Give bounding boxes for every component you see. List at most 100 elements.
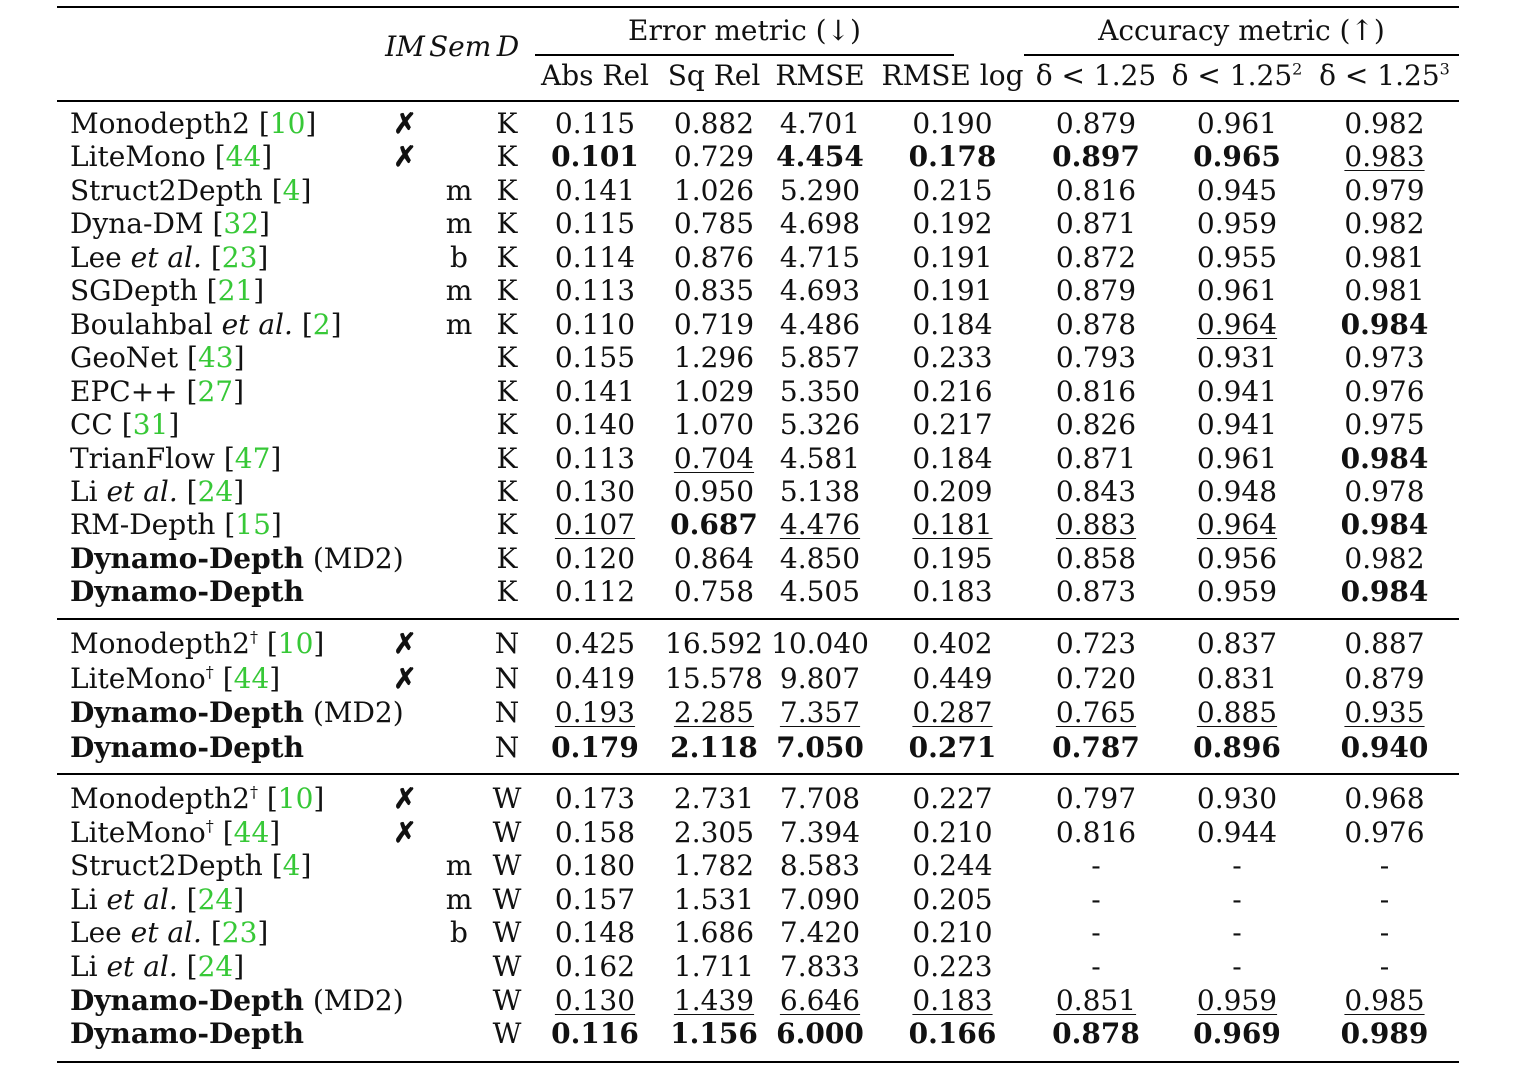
metric-value: 1.296 [673,341,755,375]
metric-cell: - [1312,849,1457,882]
table-row: Dynamo-Depth (MD2) W 0.130 1.439 6.646 0.183 0… [57,984,1459,1017]
citation-link[interactable]: 10 [277,782,314,815]
metric-value: 0.876 [673,240,755,274]
metric-cell: - [1026,849,1166,882]
dataset-cell: W [492,849,522,883]
metric-value: 0.816 [1055,815,1137,849]
metric-cell: 0.158 [540,816,650,849]
metric-value: 0.851 [1055,983,1137,1017]
section1-rule [57,618,1459,620]
im-cell: ✗ [393,627,417,660]
metric-value: 0.155 [554,341,636,375]
col-rmse: RMSE [775,59,865,92]
im-cell [375,984,435,1017]
metric-cell: 0.941 [1167,375,1307,408]
metric-value: 0.115 [554,107,636,140]
metric-value: 0.887 [1344,627,1425,660]
metric-value: 0.209 [912,474,993,508]
method-cell: Monodepth2 [10] [70,107,317,140]
dataset-cell: K [496,408,518,442]
metric-value: 0.158 [554,815,636,849]
dataset-cell: K [496,341,518,375]
metric-cell: 6.646 [770,984,870,1017]
method-name: EPC++ [70,374,178,408]
citation-link[interactable]: 31 [132,408,169,442]
metric-cell: 0.192 [880,207,1025,240]
citation-link[interactable]: 32 [223,207,260,241]
sem-cell: m [445,307,473,341]
metric-cell: 0.148 [540,916,650,949]
metric-cell: 0.116 [540,1017,650,1050]
metric-value: 0.719 [673,307,755,341]
metric-cell: 0.885 [1167,696,1307,729]
sem-cell: m [445,207,473,241]
method-cell: LiteMono [44] [70,140,273,174]
sem-cell: m [445,173,473,207]
citation-link[interactable]: 27 [197,374,234,408]
dataset-cell: K [496,274,518,308]
method-cell: Dynamo-Depth (MD2) [70,696,404,729]
sem-cell [429,816,489,849]
metric-value: - [1379,916,1390,950]
im-cell [375,475,435,508]
table-row: RM-Depth [15] K 0.107 0.687 4.476 0.181 0.883 0… [57,508,1459,541]
table-row: Dynamo-Depth (MD2) K 0.120 0.864 4.850 0.195 0… [57,542,1459,575]
metric-value: 0.107 [554,508,636,542]
metric-cell: 0.984 [1312,442,1457,475]
metric-cell: 4.701 [770,107,870,140]
dataset-cell: N [494,696,520,729]
metric-cell: 0.982 [1312,207,1457,240]
citation-link[interactable]: 4 [282,849,301,883]
metric-value: 0.948 [1196,474,1278,508]
sem-cell [429,575,489,608]
method-name: SGDepth [70,274,198,308]
metric-cell: 0.110 [540,308,650,341]
metric-cell: 7.050 [770,731,870,764]
et-al: et al. [106,950,178,983]
metric-cell: 4.486 [770,308,870,341]
metric-cell: 0.687 [659,508,769,541]
citation-link[interactable]: 15 [235,508,271,542]
metric-value: 0.950 [673,474,755,508]
metric-cell: 0.944 [1167,816,1307,849]
metric-cell: 0.217 [880,408,1025,441]
method-cell: Dynamo-Depth (MD2) [70,541,404,575]
citation-link[interactable]: 24 [197,882,234,916]
im-cell [375,696,435,729]
citation-link[interactable]: 47 [234,441,271,475]
citation-link[interactable]: 4 [282,173,301,207]
metric-cell: 4.581 [770,442,870,475]
citation-link[interactable]: 23 [221,916,258,950]
metric-value: 0.879 [1055,274,1137,308]
metric-value: 0.885 [1196,696,1278,729]
table-row: Monodepth2 [10] ✗ K 0.115 0.882 4.701 0.190 0.8… [57,107,1459,140]
metric-value: 0.872 [1055,240,1137,274]
citation-link[interactable]: 10 [277,627,314,660]
citation-link[interactable]: 44 [225,140,262,174]
dagger-mark: † [205,662,214,682]
metric-cell: 0.233 [880,341,1025,374]
citation-link[interactable]: 43 [197,341,234,375]
citation-link[interactable]: 21 [217,274,254,308]
metric-value: 0.985 [1344,983,1425,1017]
citation-link[interactable]: 44 [233,815,270,849]
metric-value: 0.831 [1196,661,1278,695]
citation-link[interactable]: 24 [197,474,234,508]
metric-value: 0.982 [1344,541,1425,575]
citation-link[interactable]: 2 [312,307,331,341]
sem-cell: b [450,240,468,274]
method-name: Dynamo-Depth [70,541,304,575]
citation-link[interactable]: 10 [269,107,306,140]
metric-cell: 0.961 [1167,274,1307,307]
metric-cell: 0.941 [1167,408,1307,441]
metric-value: 0.223 [912,950,993,983]
metric-value: 1.686 [673,916,755,950]
method-name: Dynamo-Depth [70,1017,304,1051]
citation-link[interactable]: 44 [233,661,270,695]
metric-cell: 7.708 [770,782,870,815]
citation-link[interactable]: 23 [221,240,258,274]
metric-cell: 4.693 [770,274,870,307]
citation-link[interactable]: 24 [197,950,234,983]
metric-cell: 0.130 [540,984,650,1017]
metric-cell: 15.578 [659,662,769,695]
